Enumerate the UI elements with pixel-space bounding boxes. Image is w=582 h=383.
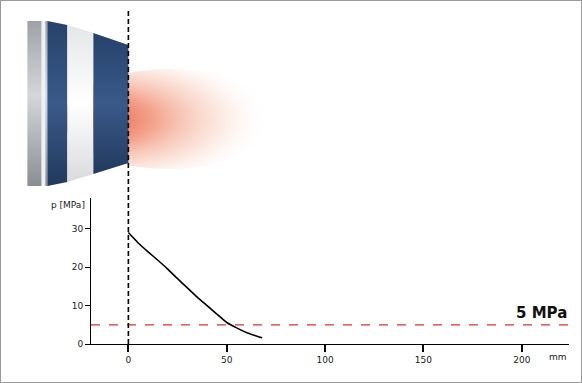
svg-text:0: 0 <box>77 339 83 349</box>
svg-text:50: 50 <box>221 355 233 365</box>
svg-text:10: 10 <box>72 301 84 311</box>
svg-text:20: 20 <box>72 262 84 272</box>
svg-text:5 MPa: 5 MPa <box>516 304 567 322</box>
svg-text:30: 30 <box>72 224 84 234</box>
svg-text:mm: mm <box>549 352 567 362</box>
svg-text:100: 100 <box>316 355 333 365</box>
svg-text:150: 150 <box>415 355 432 365</box>
svg-text:200: 200 <box>513 355 530 365</box>
svg-text:p [MPa]: p [MPa] <box>51 200 85 210</box>
svg-text:0: 0 <box>126 355 132 365</box>
